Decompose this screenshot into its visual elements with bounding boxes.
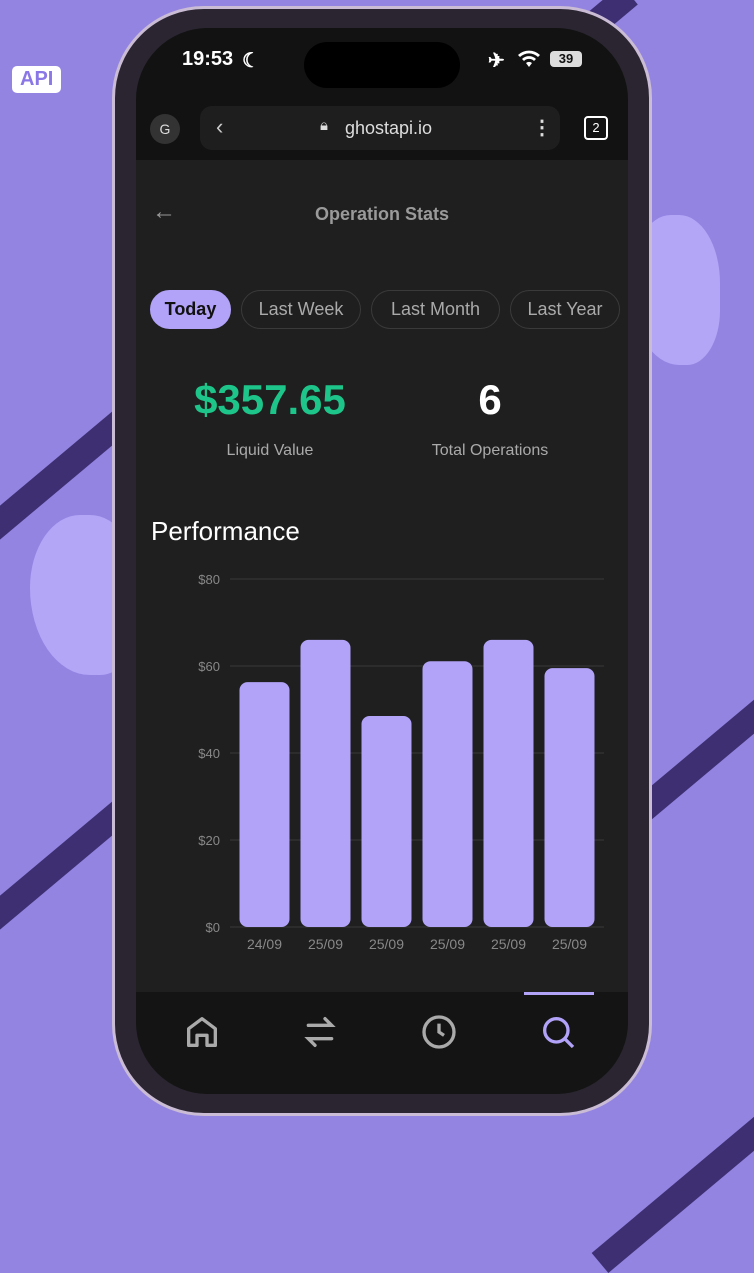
bar [483,639,534,927]
browser-chrome: 19:53 ☾ ✈ 39 G ‹ 🔒︎ ghostapi.io ⋮ 2 [136,28,628,160]
bar [239,682,290,927]
bar [422,661,473,927]
performance-title: Performance [151,516,300,546]
y-tick-label: $0 [206,920,220,935]
airplane-icon: ✈ [488,50,505,72]
swap-icon[interactable] [300,1012,340,1052]
page-title: Operation Stats [314,204,450,224]
x-tick-label: 25/09 [430,936,465,952]
filter-today[interactable]: Today [150,290,231,329]
liquid-value-label: Liquid Value [226,442,314,459]
battery-indicator: 39 [550,51,582,67]
lock-icon: 🔒︎ [320,117,328,134]
address-bar[interactable]: ‹ 🔒︎ ghostapi.io ⋮ [200,106,560,150]
liquid-value: $357.65 [194,376,346,423]
browser-back-icon[interactable]: ‹ [216,114,224,139]
performance-chart: $0 $20 $40 $60 $80 24/09 25/09 25/09 25/09 25/09 2… [198,572,604,952]
bar [300,639,351,927]
url-text: ghostapi.io [345,118,433,138]
wifi-icon [518,50,540,67]
x-tick-label: 25/09 [308,936,343,952]
more-icon[interactable]: ⋮ [532,117,552,139]
back-arrow-icon[interactable]: ← [152,198,176,225]
x-tick-label: 25/09 [491,936,526,952]
tab-switcher-button[interactable]: 2 [584,116,608,140]
api-logo: API [12,66,62,93]
y-tick-label: $80 [198,572,220,587]
x-tick-label: 24/09 [247,936,282,952]
dynamic-island [304,42,460,88]
y-tick-label: $40 [198,746,220,761]
app-screen: 19:53 ☾ ✈ 39 G ‹ 🔒︎ ghostapi.io ⋮ 2 ← Op… [136,28,628,1094]
filter-last-month[interactable]: Last Month [371,290,500,329]
bar [361,716,412,927]
y-tick-label: $60 [198,659,220,674]
moon-icon: ☾ [242,50,260,72]
filter-last-year[interactable]: Last Year [510,290,620,329]
clock-icon[interactable] [419,1012,459,1052]
active-tab-indicator [524,992,594,995]
bottom-nav [136,992,628,1094]
home-icon[interactable] [182,1012,222,1052]
total-operations-label: Total Operations [431,442,549,459]
total-operations: 6 [478,376,502,423]
x-tick-label: 25/09 [552,936,587,952]
filter-last-week[interactable]: Last Week [241,290,361,329]
profile-avatar[interactable]: G [150,114,180,144]
status-time: 19:53 [182,48,234,70]
bar [544,668,595,927]
y-tick-label: $20 [198,833,220,848]
search-icon[interactable] [538,1012,578,1052]
x-tick-label: 25/09 [369,936,404,952]
